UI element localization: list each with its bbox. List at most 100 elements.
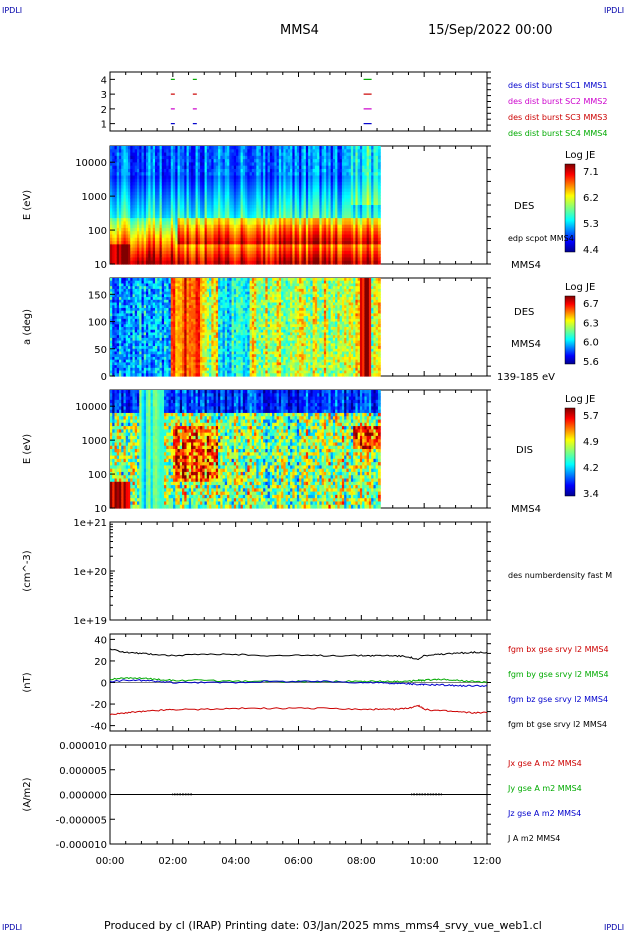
spectrogram-cell [152,247,156,252]
spectrogram-cell [146,221,149,226]
spectrogram-cell [150,211,154,216]
spectrogram-cell [256,211,260,216]
spectrogram-cell [179,168,183,173]
spectrogram-cell [134,152,138,157]
spectrogram-cell [305,165,309,170]
spectrogram-cell [159,188,163,193]
spectrogram-cell [150,188,154,193]
spectrogram-cell [267,247,271,252]
spectrogram-cell [260,185,264,190]
spectrogram-cell [247,241,251,245]
spectrogram-cell [258,159,262,163]
spectrogram-cell [337,227,341,232]
spectrogram-cell [164,159,167,163]
spectrogram-cell [229,165,233,170]
spectrogram-cell [143,231,147,236]
spectrogram-cell [166,162,170,167]
spectrogram-cell [116,224,120,229]
spectrogram-cell [209,227,212,232]
spectrogram-cell [294,172,298,177]
spectrogram-cell [130,188,134,193]
spectrogram-cell [175,172,179,177]
spectrogram-cell [353,218,357,222]
spectrogram-cell [332,257,336,262]
spectrogram-cell [272,205,275,209]
spectrogram-cell [249,260,253,265]
spectrogram-cell [200,211,203,216]
spectrogram-cell [213,168,217,173]
spectrogram-cell [299,214,302,219]
spectrogram-cell [150,218,154,222]
spectrogram-cell [269,172,273,177]
spectrogram-cell [193,214,197,219]
spectrogram-cell [276,195,280,200]
spectrogram-cell [179,198,183,203]
spectrogram-cell [152,152,156,157]
spectrogram-cell [132,241,136,245]
spectrogram-cell [344,201,348,206]
spectrogram-cell [155,254,158,259]
spectrogram-cell [328,172,332,177]
spectrogram-cell [263,231,266,236]
spectrogram-cell [348,162,352,167]
spectrogram-cell [330,221,334,226]
spectrogram-cell [278,188,282,193]
spectrogram-cell [317,165,320,170]
spectrogram-cell [267,260,271,265]
spectrogram-cell [220,155,224,160]
spectrogram-cell [152,224,156,229]
spectrogram-cell [344,146,348,150]
spectrogram-cell [161,218,165,222]
spectrogram-cell [299,191,302,196]
spectrogram-cell [290,214,293,219]
spectrogram-cell [272,182,275,186]
spectrogram-cell [229,254,233,259]
spectrogram-cell [321,162,325,167]
spectrogram-cell [258,224,262,229]
spectrogram-cell [287,182,291,186]
spectrogram-cell [256,241,260,245]
spectrogram-cell [314,195,318,200]
spectrogram-cell [283,178,287,183]
spectrogram-cell [294,211,298,216]
spectrogram-cell [305,175,309,180]
spectrogram-cell [242,146,246,150]
spectrogram-cell [227,198,230,203]
spectrogram-cell [287,185,291,190]
spectrogram-cell [175,201,179,206]
spectrogram-cell [224,205,228,209]
spectrogram-cell [182,237,185,242]
spectrogram-cell [119,221,122,226]
spectrogram-cell [303,208,307,213]
spectrogram-cell [283,260,287,265]
spectrogram-cell [211,182,215,186]
spectrogram-cell [321,221,325,226]
spectrogram-cell [193,149,197,154]
spectrogram-cell [188,159,192,163]
spectrogram-cell [213,159,217,163]
spectrogram-cell [182,146,185,150]
spectrogram-cell [258,227,262,232]
spectrogram-cell [159,247,163,252]
spectrogram-cell [206,205,210,209]
spectrogram-cell [303,237,307,242]
spectrogram-cell [204,224,208,229]
spectrogram-cell [110,168,113,173]
spectrogram-cell [326,168,329,173]
spectrogram-cell [339,218,343,222]
spectrogram-cell [353,168,357,173]
spectrogram-cell [139,254,143,259]
spectrogram-cell [330,254,334,259]
spectrogram-cell [301,211,305,216]
spectrogram-cell [341,257,345,262]
spectrogram-cell [251,211,255,216]
spectrogram-cell [350,244,354,249]
spectrogram-cell [112,218,116,222]
spectrogram-cell [240,250,244,255]
spectrogram-cell [110,254,113,259]
spectrogram-cell [186,205,190,209]
spectrogram-cell [256,159,260,163]
spectrogram-cell [130,224,134,229]
spectrogram-cell [269,191,273,196]
